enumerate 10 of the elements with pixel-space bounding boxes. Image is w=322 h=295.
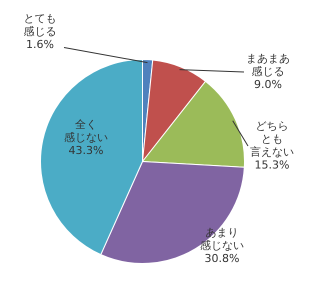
data-label: 1.6% xyxy=(26,38,54,51)
slice-label: どちらとも言えない xyxy=(250,119,294,158)
data-label: 9.0% xyxy=(254,78,282,91)
slice-label: とても感じる xyxy=(24,12,56,38)
slice-label: まあまあ感じる xyxy=(246,52,290,78)
data-label: 43.3% xyxy=(68,144,104,157)
slice-label: あまり感じない xyxy=(200,226,244,252)
slice-label: 全く感じない xyxy=(64,118,108,144)
data-label: 15.3% xyxy=(254,158,290,172)
data-label: 30.8% xyxy=(204,252,240,265)
